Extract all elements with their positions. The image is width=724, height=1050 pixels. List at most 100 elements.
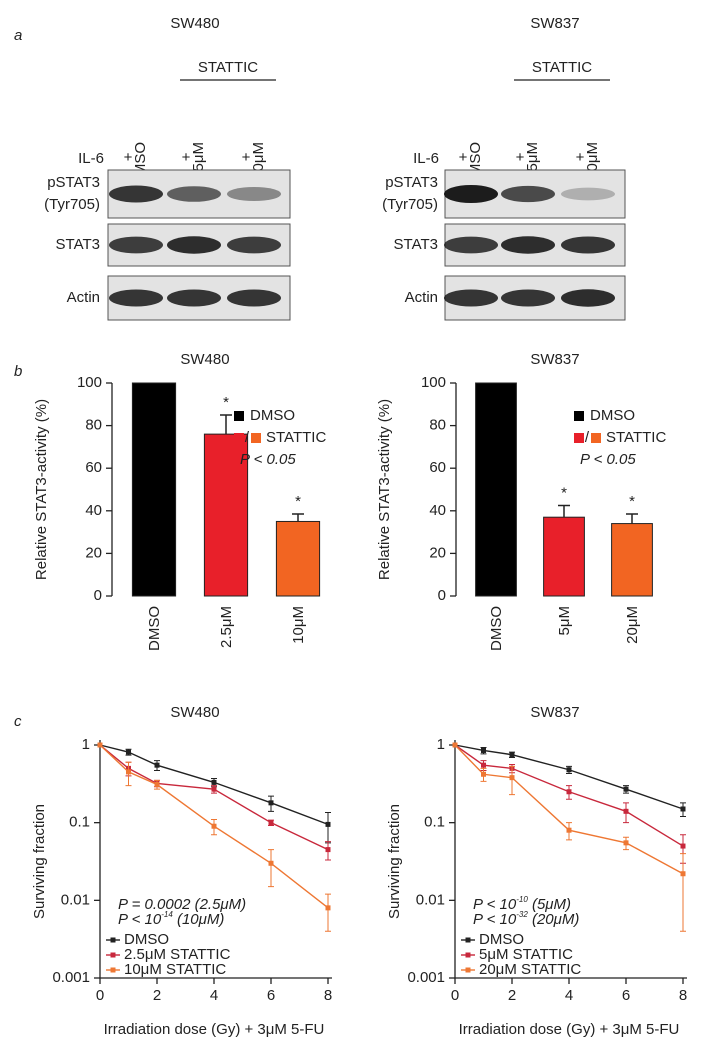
treatment-mark: + xyxy=(576,149,585,166)
y-tick-label: 0 xyxy=(94,587,102,604)
y-tick-label: 20 xyxy=(85,544,102,561)
annotation-text: P < 10 xyxy=(473,911,517,928)
blot-band xyxy=(561,289,615,307)
legend-swatch xyxy=(574,433,584,443)
y-tick-label: 0.01 xyxy=(61,891,90,908)
bar xyxy=(275,520,321,597)
data-point xyxy=(325,821,331,827)
y-tick-label: 80 xyxy=(429,417,446,434)
legend-label: STATTIC xyxy=(266,429,326,446)
legend-marker xyxy=(465,967,471,973)
chart-title: SW480 xyxy=(180,351,229,368)
legend-separator: / xyxy=(585,429,590,446)
blot-band xyxy=(167,289,221,307)
annotation-superscript: -32 xyxy=(516,910,528,919)
y-tick-label: 20 xyxy=(429,544,446,561)
blot-row-label: (Tyr705) xyxy=(44,196,100,213)
data-point xyxy=(680,806,686,812)
chart-title: SW837 xyxy=(530,704,579,721)
legend-swatch xyxy=(251,433,261,443)
series-line xyxy=(454,744,684,847)
significance-label: * xyxy=(629,493,635,510)
data-point xyxy=(623,808,629,814)
data-point xyxy=(211,779,217,785)
y-axis-label: Surviving fraction xyxy=(386,804,403,919)
y-tick-label: 0 xyxy=(438,587,446,604)
legend-swatch xyxy=(591,433,601,443)
blot-band xyxy=(501,236,555,254)
x-tick-label: 2 xyxy=(508,987,516,1004)
y-tick-label: 1 xyxy=(82,736,90,753)
y-tick-label: 1 xyxy=(437,736,445,753)
x-tick-label: 4 xyxy=(565,987,573,1004)
error-bar xyxy=(558,504,570,518)
group-label: STATTIC xyxy=(532,59,592,76)
legend-marker xyxy=(110,967,116,973)
blot-row-label: Actin xyxy=(67,289,100,306)
blot-row-label: Actin xyxy=(405,289,438,306)
bar xyxy=(131,382,177,597)
panel-label: b xyxy=(14,363,22,380)
data-point xyxy=(97,742,103,748)
lane-label: 5μM xyxy=(524,142,541,171)
y-tick-label: 60 xyxy=(85,459,102,476)
blot-row-label: STAT3 xyxy=(394,236,438,253)
data-point xyxy=(211,786,217,792)
x-tick-label: 2 xyxy=(153,987,161,1004)
x-tick-label: 6 xyxy=(267,987,275,1004)
error-bar xyxy=(509,765,515,796)
series-line xyxy=(99,744,329,909)
legend-label: DMSO xyxy=(250,407,295,424)
annotation-superscript: -10 xyxy=(516,895,528,904)
y-axis-label: Relative STAT3-activity (%) xyxy=(376,399,393,580)
annotation: P = 0.0002 (2.5μM) xyxy=(118,896,246,913)
blot-band xyxy=(444,185,498,203)
panel-label: c xyxy=(14,713,22,730)
x-tick-label: DMSO xyxy=(146,606,163,651)
blot-row-label: STAT3 xyxy=(56,236,100,253)
legend-marker xyxy=(465,952,471,958)
data-point xyxy=(623,840,629,846)
x-tick-label: 20μM xyxy=(624,606,641,644)
legend-marker xyxy=(465,937,471,943)
series-line xyxy=(454,744,684,810)
legend-label: 10μM STATTIC xyxy=(124,961,226,978)
data-point xyxy=(566,789,572,795)
y-axis-label: Surviving fraction xyxy=(31,804,48,919)
bar xyxy=(203,433,249,597)
blot-band xyxy=(167,236,221,254)
significance-label: * xyxy=(223,394,229,411)
y-tick-label: 0.01 xyxy=(416,891,445,908)
legend-swatch xyxy=(574,411,584,421)
blot-row-label: pSTAT3 xyxy=(385,174,438,191)
treatment-mark: + xyxy=(516,149,525,166)
treatment-mark: + xyxy=(242,149,251,166)
blot-band xyxy=(561,236,615,254)
data-point xyxy=(126,769,131,775)
data-point xyxy=(325,847,331,853)
data-point xyxy=(126,749,131,755)
significance-label: * xyxy=(295,493,301,510)
legend-separator: / xyxy=(245,429,250,446)
series-line xyxy=(99,744,329,826)
blot-band xyxy=(167,186,221,202)
series-line xyxy=(99,744,329,851)
data-point xyxy=(211,823,217,829)
panel-label: a xyxy=(14,27,22,44)
legend-label: DMSO xyxy=(124,931,169,948)
blot-band xyxy=(501,185,555,203)
error-bar xyxy=(325,893,331,932)
x-tick-label: DMSO xyxy=(488,606,505,651)
error-bar xyxy=(292,513,304,522)
blot-band xyxy=(109,289,163,307)
annotation-superscript: -14 xyxy=(161,910,173,919)
legend-label: 2.5μM STATTIC xyxy=(124,946,231,963)
x-tick-label: 2.5μM xyxy=(218,606,235,648)
annotation-suffix: (20μM) xyxy=(528,911,580,928)
x-axis-label: Irradiation dose (Gy) + 3μM 5-FU xyxy=(104,1021,325,1038)
data-point xyxy=(509,752,515,758)
data-point xyxy=(623,786,629,792)
annotation-suffix: (5μM) xyxy=(528,896,571,913)
